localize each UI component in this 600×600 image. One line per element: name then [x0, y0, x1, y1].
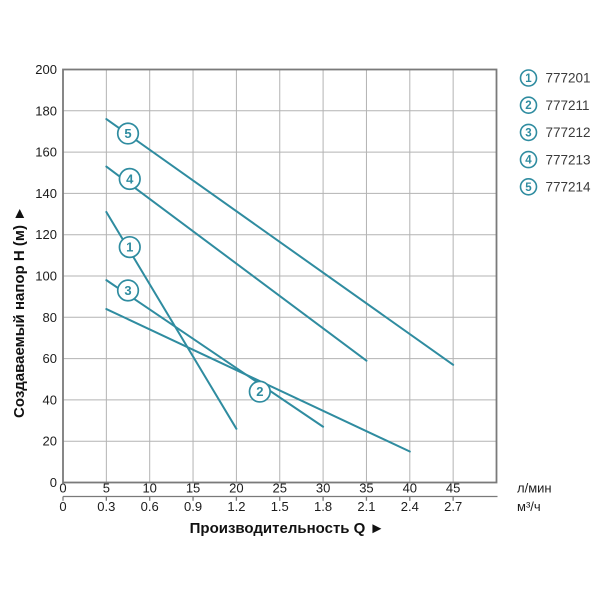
curve-marker-circle-5 — [116, 122, 140, 145]
y-tick-label: 160 — [35, 145, 57, 160]
curve-2 — [105, 308, 411, 453]
y-tick-label: 120 — [35, 227, 57, 242]
x-tick-label-m3h: 1.8 — [314, 499, 332, 514]
legend-number: 4 — [525, 155, 532, 167]
curve-5 — [105, 118, 455, 366]
curve-4 — [105, 165, 368, 362]
legend-number: 3 — [525, 127, 531, 139]
legend: 1 777201 2 777211 3 777212 4 777213 5 777214 — [519, 69, 592, 196]
legend-code: 777212 — [546, 125, 591, 140]
x-tick-label-lmin: 5 — [103, 481, 110, 496]
x-tick-label-m3h: 1.5 — [271, 499, 289, 514]
x-tick-label-lmin: 30 — [316, 481, 330, 496]
x-tick-label-m3h: 2.4 — [401, 499, 419, 514]
x-tick-label-lmin: 0 — [59, 481, 66, 496]
y-tick-label: 140 — [35, 186, 57, 201]
x-tick-label-lmin: 35 — [359, 481, 373, 496]
legend-code: 777214 — [546, 180, 592, 195]
x-tick-label-m3h: 2.7 — [444, 499, 462, 514]
legend-number-circle — [519, 150, 538, 169]
curve-marker-number-1: 1 — [126, 240, 133, 255]
legend-number-circle — [519, 123, 538, 142]
curve-marker-circle-1 — [118, 235, 141, 259]
x-tick-label-m3h: 1.2 — [227, 499, 245, 514]
curve-3 — [105, 279, 325, 428]
x-tick-label-m3h: 0.9 — [184, 499, 202, 514]
legend-code: 777213 — [546, 152, 591, 167]
x-unit-m3h-label: м³/ч — [517, 499, 541, 514]
legend-number: 1 — [525, 73, 532, 85]
legend-item-777201: 1 777201 — [519, 69, 591, 87]
y-tick-label: 100 — [35, 269, 57, 284]
curve-label-layer: 1 2 3 4 5 — [116, 122, 271, 403]
x-tick-label-lmin: 10 — [142, 481, 156, 496]
series-layer — [105, 118, 455, 453]
x-tick-label-m3h: 2.1 — [357, 499, 375, 514]
x-tick-label-lmin: 25 — [273, 481, 287, 496]
x-tick-label-m3h: 0.3 — [97, 499, 115, 514]
curve-marker-number-3: 3 — [124, 283, 131, 298]
x-tick-label-lmin: 45 — [446, 481, 460, 496]
x-tick-label-lmin: 20 — [229, 481, 243, 496]
x-axis-title: Производительность Q ► — [190, 520, 385, 537]
x-tick-label-lmin: 40 — [403, 481, 417, 496]
y-tick-label: 0 — [50, 475, 57, 490]
y-tick-label: 80 — [43, 310, 57, 325]
curve-marker-number-4: 4 — [126, 171, 134, 186]
legend-item-777212: 3 777212 — [519, 123, 591, 142]
grid-layer — [62, 68, 498, 484]
legend-number: 5 — [525, 182, 532, 194]
legend-code: 777201 — [546, 71, 591, 86]
legend-item-777214: 5 777214 — [519, 178, 592, 196]
y-tick-label: 180 — [35, 103, 57, 118]
legend-code: 777211 — [546, 98, 590, 113]
curve-marker-number-2: 2 — [256, 384, 263, 399]
curve-marker-circle-4 — [118, 167, 141, 191]
curve-marker-circle-3 — [116, 279, 140, 302]
x-tick-label-lmin: 15 — [186, 481, 200, 496]
legend-item-777213: 4 777213 — [519, 150, 591, 169]
curve-marker-circle-2 — [248, 380, 271, 403]
curve-marker-number-5: 5 — [124, 126, 131, 141]
legend-number: 2 — [525, 100, 531, 112]
legend-number-circle — [519, 178, 538, 196]
legend-item-777211: 2 777211 — [519, 96, 590, 114]
x-unit-lmin-label: л/мин — [517, 481, 552, 496]
x-tick-label-m3h: 0.6 — [141, 499, 159, 514]
plot-border — [62, 68, 498, 484]
y-tick-label: 60 — [43, 351, 57, 366]
y-tick-label: 20 — [43, 434, 57, 449]
y-tick-label: 200 — [35, 62, 57, 77]
x-tick-label-m3h: 0 — [59, 499, 66, 514]
legend-number-circle — [519, 69, 538, 87]
legend-number-circle — [519, 96, 538, 114]
y-axis-title: Создаваемый напор H (м) ► — [11, 206, 28, 418]
y-tick-label: 40 — [43, 392, 57, 407]
